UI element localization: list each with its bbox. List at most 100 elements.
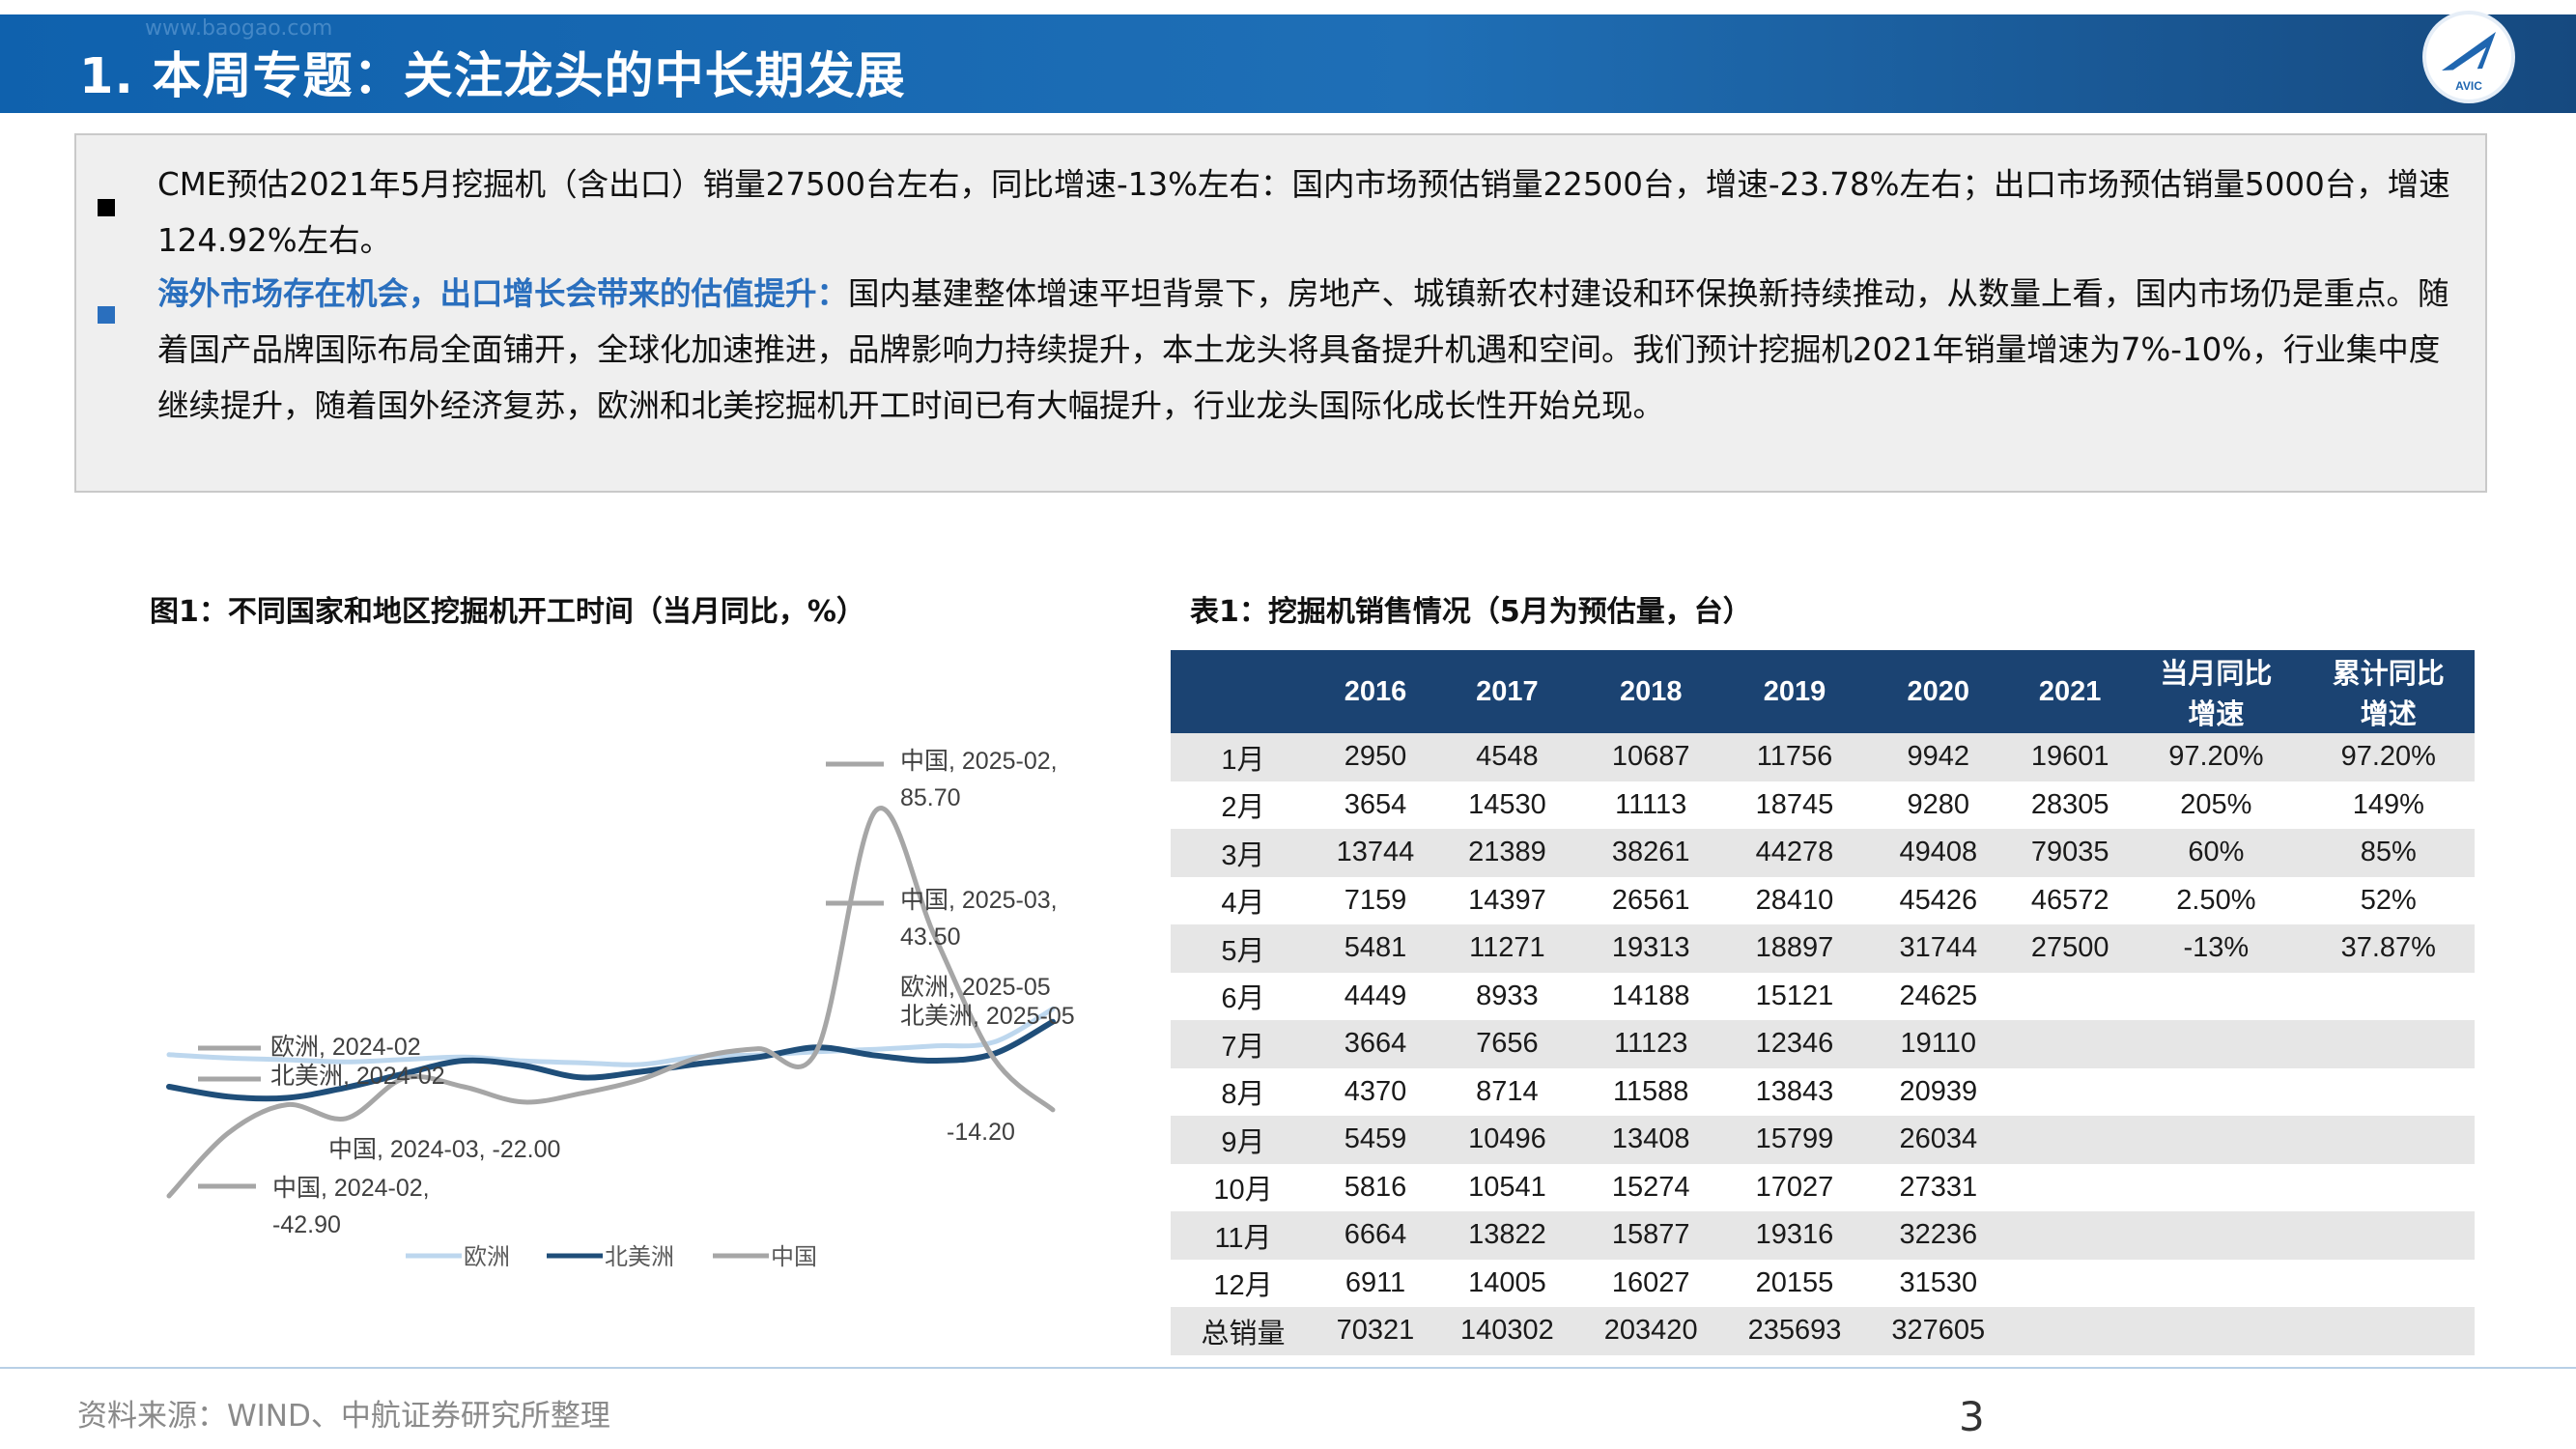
table-cell: 31744 <box>1866 924 2011 973</box>
table-cell: 10496 <box>1435 1116 1579 1164</box>
table-cell: 15274 <box>1578 1163 1723 1211</box>
table-cell: 19313 <box>1578 924 1723 973</box>
table-header-cell: 2021 <box>2010 650 2131 733</box>
table-cell: 20939 <box>1866 1067 2011 1116</box>
table-cell: 32236 <box>1866 1211 2011 1260</box>
data-point <box>815 1047 819 1052</box>
table-cell: 11756 <box>1722 733 1867 781</box>
table-cell: 10687 <box>1578 733 1723 781</box>
table-row: 4月 7159 14397 26561 28410 45426 46572 2.50% 52% <box>1171 876 2475 924</box>
table-cell <box>2010 1020 2131 1068</box>
data-point <box>638 1077 642 1082</box>
table-row-label: 总销量 <box>1171 1307 1316 1355</box>
data-point <box>226 1131 230 1136</box>
data-label: 中国, 2025-03, <box>900 887 1058 914</box>
data-label: 85.70 <box>900 784 961 811</box>
data-point <box>403 1071 407 1076</box>
table-row: 3月 13744 21389 38261 44278 49408 79035 60% 85% <box>1171 829 2475 877</box>
table-cell: 26561 <box>1578 876 1723 924</box>
table-header-cell: 2017 <box>1435 650 1579 733</box>
table-cell: 21389 <box>1435 829 1579 877</box>
series-line <box>166 1006 1056 1067</box>
table-cell: 19110 <box>1866 1020 2011 1068</box>
table-row-label: 9月 <box>1171 1116 1316 1164</box>
table-cell: 85% <box>2302 829 2475 877</box>
table-cell <box>2302 1259 2475 1307</box>
data-point <box>1051 1007 1055 1011</box>
table-cell <box>2130 1259 2303 1307</box>
table-row-label: 7月 <box>1171 1020 1316 1068</box>
table-header-cell: 2018 <box>1578 650 1723 733</box>
table-cell: 203420 <box>1578 1307 1723 1355</box>
table-cell: 15799 <box>1722 1116 1867 1164</box>
legend-label: 中国 <box>771 1244 817 1270</box>
header-bar: www.baogao.com 1. 本周专题：关注龙头的中长期发展 AVIC <box>0 14 2576 113</box>
data-point <box>580 1061 583 1065</box>
table-cell <box>2130 1211 2303 1260</box>
bullet-2-body: 国内基建整体增速平坦背景下，房地产、城镇新农村建设和环保换新持续推动，从数量上看… <box>157 275 2449 424</box>
table-cell <box>2010 1259 2131 1307</box>
data-point <box>580 1091 583 1095</box>
table-cell <box>2130 1067 2303 1116</box>
data-point <box>403 1057 407 1062</box>
table-row: 7月 3664 7656 11123 12346 19110 <box>1171 1020 2475 1068</box>
watermark: www.baogao.com <box>145 16 333 41</box>
table-cell: 4449 <box>1316 972 1435 1020</box>
table-cell: 46572 <box>2010 876 2131 924</box>
page-number: 3 <box>1959 1393 1985 1440</box>
data-point <box>756 1046 760 1051</box>
header-line-2: 增速 <box>2188 699 2245 730</box>
data-label: 北美洲, 2024-02 <box>270 1063 445 1090</box>
table-cell: 17027 <box>1722 1163 1867 1211</box>
table-cell: 14397 <box>1435 876 1579 924</box>
table-cell: 11588 <box>1578 1067 1723 1116</box>
table-row: 2月 3654 14530 11113 18745 9280 28305 205% 149% <box>1171 781 2475 829</box>
table-cell: 11113 <box>1578 781 1723 829</box>
table-cell: 12346 <box>1722 1020 1867 1068</box>
data-point <box>1051 1107 1055 1112</box>
table-cell <box>2130 972 2303 1020</box>
table-cell: 27500 <box>2010 924 2131 973</box>
table-cell <box>2302 1211 2475 1260</box>
table-cell: 19316 <box>1722 1211 1867 1260</box>
series-line <box>166 806 1056 1199</box>
bullet-2-text: 海外市场存在机会，出口增长会带来的估值提升：国内基建整体增速平坦背景下，房地产、… <box>157 266 2466 434</box>
data-point <box>285 1058 289 1063</box>
table-row: 10月 5816 10541 15274 17027 27331 <box>1171 1163 2475 1211</box>
table-row: 8月 4370 8714 11588 13843 20939 <box>1171 1067 2475 1116</box>
table-cell: 3654 <box>1316 781 1435 829</box>
table-cell: 20155 <box>1722 1259 1867 1307</box>
table-header-cell: 2019 <box>1722 650 1867 733</box>
data-point <box>344 1085 348 1090</box>
series-line <box>166 1018 1056 1102</box>
data-point <box>874 808 878 812</box>
table-row: 11月 6664 13822 15877 19316 32236 <box>1171 1211 2475 1260</box>
table-cell: 44278 <box>1722 829 1867 877</box>
data-label: 北美洲, 2025-05 <box>900 1003 1075 1030</box>
data-point <box>285 1102 289 1107</box>
table-cell <box>2302 1163 2475 1211</box>
data-label: 中国, 2025-02, <box>900 748 1058 775</box>
data-point <box>756 1055 760 1060</box>
table-cell: 27331 <box>1866 1163 2011 1211</box>
table-row-label: 3月 <box>1171 829 1316 877</box>
table-row-label: 4月 <box>1171 876 1316 924</box>
table-cell <box>2302 1020 2475 1068</box>
table-row: 1月 2950 4548 10687 11756 9942 19601 97.20% 97.20… <box>1171 733 2475 781</box>
data-point <box>344 1116 348 1121</box>
table-cell: 79035 <box>2010 829 2131 877</box>
table-cell <box>2130 1307 2303 1355</box>
data-point <box>462 1085 466 1089</box>
table-row: 6月 4449 8933 14188 15121 24625 <box>1171 972 2475 1020</box>
header-line-2: 增述 <box>2360 699 2417 730</box>
data-point <box>167 1194 171 1198</box>
table-row-label: 11月 <box>1171 1211 1316 1260</box>
table-row-label: 12月 <box>1171 1259 1316 1307</box>
header-line-1: 累计同比 <box>2332 659 2445 690</box>
table-cell: 13822 <box>1435 1211 1579 1260</box>
data-label: 43.50 <box>900 923 961 951</box>
table-cell: 60% <box>2130 829 2303 877</box>
table-row-label: 5月 <box>1171 924 1316 973</box>
table-row: 总销量 70321 140302 203420 235693 327605 <box>1171 1307 2475 1355</box>
data-point <box>580 1075 583 1080</box>
